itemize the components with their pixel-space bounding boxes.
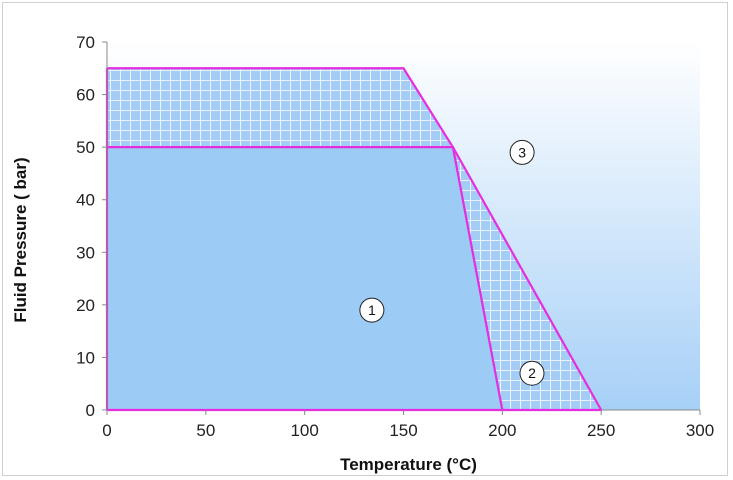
- region-2-label: 2: [528, 365, 536, 381]
- region-2-marker: [519, 360, 545, 386]
- region-3-marker: [509, 139, 535, 165]
- region-1-area: [107, 147, 503, 410]
- boundary-line-1: [107, 67, 603, 411]
- region-1-label: 1: [368, 302, 376, 318]
- y-tick-label: 20: [76, 296, 95, 315]
- y-tick-label: 40: [76, 191, 95, 210]
- y-tick-label: 70: [76, 33, 95, 52]
- y-axis-title: Fluid Pressure ( bar): [11, 157, 30, 322]
- y-tick-label: 10: [76, 348, 95, 367]
- x-tick-label: 50: [196, 421, 215, 440]
- x-tick-label: 100: [290, 421, 318, 440]
- x-tick-label: 250: [587, 421, 615, 440]
- y-tick-label: 60: [76, 86, 95, 105]
- y-tick-label: 30: [76, 243, 95, 262]
- y-tick-label: 0: [86, 401, 95, 420]
- y-tick-label: 50: [76, 138, 95, 157]
- x-tick-label: 0: [102, 421, 111, 440]
- x-axis-title: Temperature (°C): [340, 455, 477, 474]
- x-tick-label: 300: [686, 421, 714, 440]
- x-tick-label: 200: [488, 421, 516, 440]
- boundary-line-2: [107, 146, 504, 411]
- x-tick-label: 150: [389, 421, 417, 440]
- region-1-marker: [359, 297, 385, 323]
- region-3-label: 3: [518, 144, 526, 160]
